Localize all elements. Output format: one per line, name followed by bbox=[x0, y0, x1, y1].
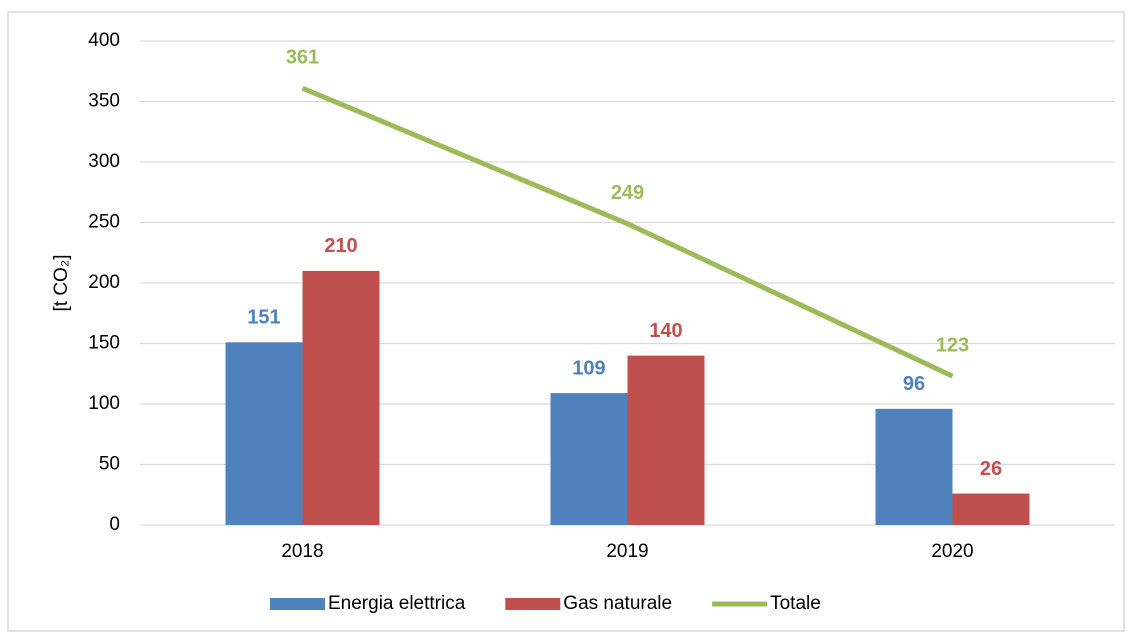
legend-label: Energia elettrica bbox=[328, 593, 466, 614]
data-label: 123 bbox=[936, 334, 969, 356]
data-label: 151 bbox=[247, 307, 280, 329]
data-label: 26 bbox=[980, 458, 1002, 480]
bar bbox=[550, 393, 628, 525]
chart-border bbox=[7, 11, 1125, 632]
x-tick-label: 2018 bbox=[281, 541, 323, 562]
legend-label: Gas naturale bbox=[563, 593, 672, 614]
line bbox=[301, 85, 954, 379]
y-axis-label: [t CO₂] bbox=[51, 255, 72, 312]
x-tick-label: 2019 bbox=[606, 541, 648, 562]
legend-swatch bbox=[505, 598, 561, 610]
y-tick-label: 100 bbox=[88, 393, 120, 414]
y-tick-label: 350 bbox=[88, 91, 120, 112]
bar bbox=[302, 270, 380, 525]
data-label: 96 bbox=[903, 373, 925, 395]
y-tick-label: 150 bbox=[88, 333, 120, 354]
data-label: 109 bbox=[572, 357, 605, 379]
legend-label: Totale bbox=[770, 593, 821, 614]
bar bbox=[627, 355, 705, 525]
y-tick-label: 400 bbox=[88, 30, 120, 51]
data-label: 210 bbox=[324, 235, 357, 257]
y-tick-label: 0 bbox=[109, 514, 120, 535]
y-tick-label: 200 bbox=[88, 272, 120, 293]
bar bbox=[225, 342, 303, 525]
data-label: 140 bbox=[649, 320, 682, 342]
data-label: 361 bbox=[286, 46, 319, 68]
x-tick-label: 2020 bbox=[931, 541, 973, 562]
data-label: 249 bbox=[611, 182, 644, 204]
y-tick-label: 250 bbox=[88, 212, 120, 233]
legend-swatch bbox=[270, 598, 325, 610]
bar bbox=[875, 408, 953, 525]
bar bbox=[952, 493, 1030, 525]
y-tick-label: 50 bbox=[99, 454, 120, 475]
y-tick-label: 300 bbox=[88, 151, 120, 172]
